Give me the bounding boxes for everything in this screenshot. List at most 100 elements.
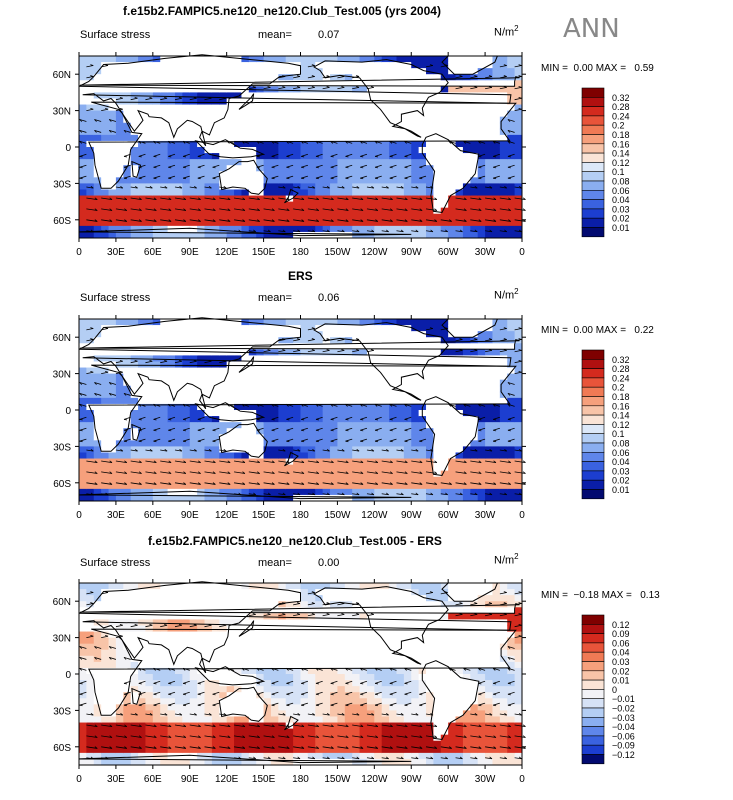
grid-cell bbox=[352, 331, 361, 338]
wind-arrow bbox=[337, 208, 349, 211]
wind-arrow bbox=[470, 471, 482, 474]
grid-cell bbox=[226, 410, 235, 417]
grid-cell bbox=[381, 494, 390, 502]
grid-cell bbox=[411, 86, 420, 93]
grid-cell bbox=[211, 231, 220, 239]
wind-arrow bbox=[493, 164, 500, 168]
grid-cell bbox=[440, 331, 449, 338]
wind-arrow bbox=[138, 164, 146, 168]
grid-cell bbox=[403, 219, 412, 227]
grid-cell bbox=[285, 446, 294, 453]
grid-cell bbox=[307, 147, 316, 154]
grid-cell bbox=[514, 494, 523, 502]
grid-cell bbox=[189, 189, 198, 197]
colorbar-label: 0.28 bbox=[612, 364, 630, 374]
grid-cell bbox=[226, 488, 235, 496]
grid-cell bbox=[211, 349, 220, 356]
grid-cell bbox=[514, 410, 523, 417]
coastline bbox=[218, 159, 268, 195]
wind-arrow bbox=[322, 482, 334, 485]
grid-cell bbox=[514, 153, 523, 160]
wind-arrow bbox=[168, 427, 176, 431]
grid-cell bbox=[285, 470, 294, 478]
grid-cell bbox=[337, 104, 346, 112]
grid-cell bbox=[101, 464, 110, 472]
grid-cell bbox=[270, 104, 279, 112]
wind-arrow bbox=[160, 360, 168, 364]
grid-cell bbox=[167, 367, 176, 375]
grid-cell bbox=[337, 68, 346, 75]
grid-cell bbox=[448, 464, 457, 472]
grid-cell bbox=[433, 452, 442, 460]
grid-cell bbox=[167, 476, 176, 484]
grid-cell bbox=[138, 128, 146, 136]
grid-cell bbox=[477, 446, 486, 453]
wind-arrow-head bbox=[430, 229, 434, 233]
grid-cell bbox=[145, 159, 154, 166]
grid-cell bbox=[278, 74, 287, 81]
grid-cell bbox=[108, 80, 117, 87]
grid-cell bbox=[507, 219, 516, 227]
grid-cell bbox=[322, 434, 331, 441]
grid-cell bbox=[130, 446, 139, 453]
grid-cell bbox=[152, 410, 161, 417]
grid-cell bbox=[507, 452, 516, 460]
wind-arrow bbox=[286, 416, 294, 420]
wind-arrow bbox=[345, 403, 353, 407]
wind-arrow-head bbox=[404, 177, 408, 180]
wind-arrow bbox=[130, 197, 142, 200]
grid-cell bbox=[152, 177, 161, 184]
grid-cell bbox=[256, 165, 265, 172]
grid-cell bbox=[499, 355, 508, 362]
grid-cell bbox=[219, 452, 228, 460]
grid-cell bbox=[204, 397, 213, 405]
grid-cell bbox=[293, 219, 301, 227]
grid-cell bbox=[182, 56, 191, 63]
grid-cell bbox=[211, 147, 220, 154]
grid-cell bbox=[403, 416, 412, 423]
grid-cell bbox=[248, 177, 257, 184]
grid-cell bbox=[514, 452, 523, 460]
grid-cell bbox=[115, 325, 124, 332]
coastline bbox=[218, 422, 268, 458]
grid-cell bbox=[86, 373, 95, 381]
wind-arrow bbox=[212, 164, 220, 168]
grid-cell bbox=[79, 207, 87, 215]
grid-cell bbox=[418, 428, 427, 435]
grid-cell bbox=[167, 147, 176, 154]
grid-cell bbox=[374, 80, 383, 87]
wind-arrow-head bbox=[149, 360, 153, 362]
grid-cell bbox=[426, 207, 434, 215]
wind-arrow bbox=[485, 471, 497, 474]
grid-cell bbox=[411, 177, 420, 184]
grid-cell bbox=[322, 446, 331, 453]
grid-cell bbox=[123, 482, 132, 490]
grid-cell bbox=[426, 225, 434, 233]
grid-cell bbox=[226, 422, 235, 429]
grid-cell bbox=[108, 128, 117, 136]
grid-cell bbox=[226, 482, 235, 490]
grid-cell bbox=[492, 104, 501, 112]
grid-cell bbox=[514, 62, 523, 69]
grid-cell bbox=[440, 458, 449, 466]
units-diff: N/m2 bbox=[494, 552, 519, 567]
grid-cell bbox=[403, 367, 412, 375]
grid-cell bbox=[462, 355, 471, 362]
grid-cell bbox=[514, 428, 523, 435]
grid-cell bbox=[470, 464, 479, 472]
wind-arrow-head bbox=[153, 177, 157, 180]
grid-cell bbox=[152, 397, 161, 405]
grid-cell bbox=[418, 68, 427, 75]
grid-cell bbox=[248, 134, 257, 142]
wind-arrow-head bbox=[330, 141, 334, 144]
grid-cell bbox=[130, 416, 139, 423]
wind-arrow-head bbox=[286, 141, 289, 144]
wind-arrow bbox=[514, 230, 522, 233]
grid-cell bbox=[278, 92, 287, 99]
grid-cell bbox=[300, 361, 309, 369]
grid-cell bbox=[211, 104, 220, 112]
wind-arrow-head bbox=[345, 471, 349, 474]
grid-cell bbox=[470, 446, 479, 453]
wind-arrow bbox=[337, 230, 345, 233]
grid-cell bbox=[396, 355, 405, 362]
